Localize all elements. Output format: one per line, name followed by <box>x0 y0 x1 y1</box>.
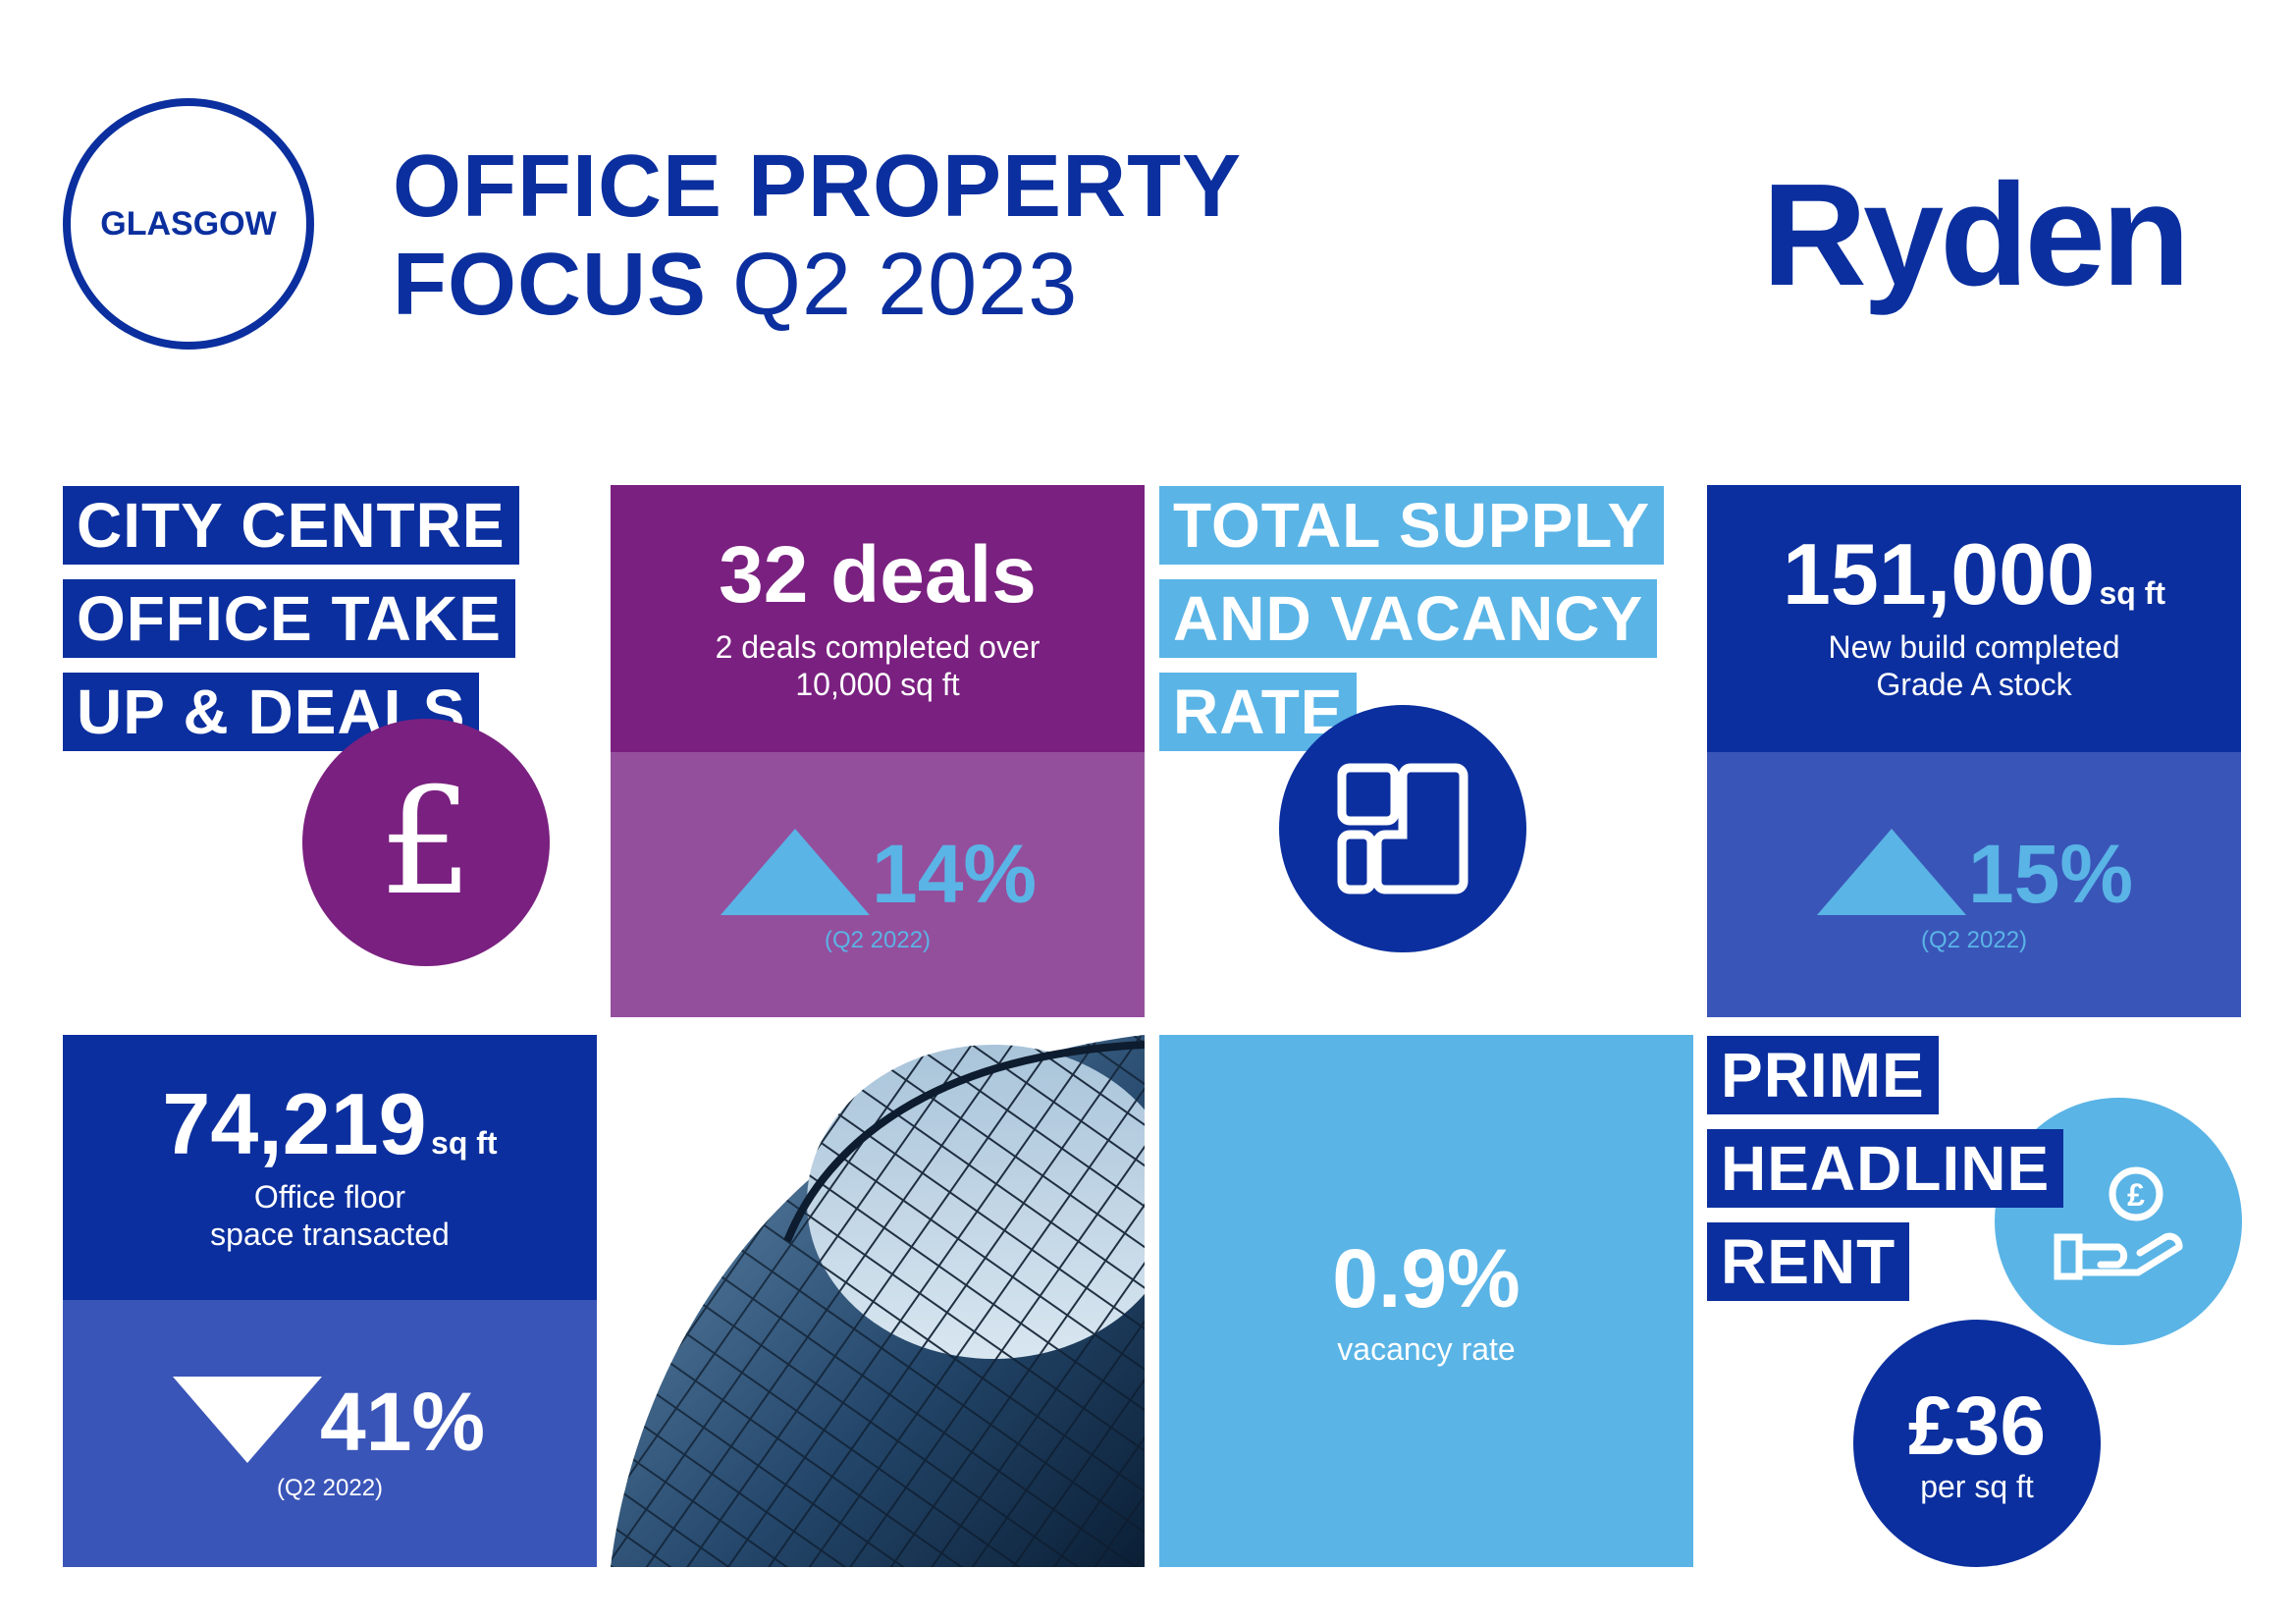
pound-icon: £ <box>302 719 550 966</box>
city-label: GLASGOW <box>100 204 277 243</box>
floorspace-value-row: 74,219 sq ft <box>63 1074 597 1174</box>
deals-panel: 32 deals 2 deals completed over 10,000 s… <box>611 485 1145 752</box>
floorspace-panel: 74,219 sq ft Office floor space transact… <box>63 1035 597 1300</box>
newbuild-unit: sq ft <box>2099 575 2166 611</box>
down-arrow-icon <box>173 1377 322 1463</box>
ryden-logo: Ryden <box>1762 154 2190 316</box>
deals-value: 32 deals <box>719 530 1037 620</box>
newbuild-sub-2: Grade A stock <box>1876 667 2072 702</box>
newbuild-panel: 151,000 sq ft New build completed Grade … <box>1707 485 2241 752</box>
newbuild-change-panel: 15% (Q2 2022) <box>1707 752 2241 1017</box>
vacancy-value: 0.9% <box>1332 1232 1521 1325</box>
newbuild-value-row: 151,000 sq ft <box>1707 524 2241 624</box>
architecture-photo <box>611 1035 1145 1567</box>
rent-value: £36 <box>1907 1380 2047 1472</box>
rent-badge: £36 per sq ft <box>1853 1320 2101 1567</box>
title-line2: FOCUS Q2 2023 <box>393 236 1242 334</box>
takeup-heading-3: UP & DEALS <box>63 673 480 751</box>
up-arrow-icon <box>1817 829 1966 915</box>
rent-heading-1: PRIME <box>1707 1036 1939 1114</box>
floorspace-change-panel: 41% (Q2 2022) <box>63 1300 597 1567</box>
rent-heading-3: RENT <box>1707 1222 1910 1301</box>
page-title: OFFICE PROPERTY FOCUS Q2 2023 <box>393 137 1242 334</box>
floorspace-value: 74,219 <box>162 1075 427 1172</box>
title-quarter: Q2 2023 <box>732 236 1079 334</box>
supply-heading-1: TOTAL SUPPLY <box>1159 486 1665 565</box>
title-line1: OFFICE PROPERTY <box>393 137 1243 236</box>
vacancy-label: vacancy rate <box>1337 1331 1516 1367</box>
floorspace-sub-1: Office floor <box>253 1179 406 1215</box>
deals-sub-1: 2 deals completed over <box>715 629 1041 665</box>
deals-sub-2: 10,000 sq ft <box>795 667 960 702</box>
deals-change: 14% <box>872 828 1038 920</box>
svg-text:£: £ <box>2127 1177 2145 1213</box>
newbuild-sub-1: New build completed <box>1828 629 2120 665</box>
takeup-heading-1: CITY CENTRE <box>63 486 519 565</box>
supply-heading-2: AND VACANCY <box>1159 579 1658 658</box>
newbuild-comparison: (Q2 2022) <box>1920 927 2028 953</box>
deals-comparison: (Q2 2022) <box>824 927 932 953</box>
rent-heading-2: HEADLINE <box>1707 1129 2064 1208</box>
newbuild-value: 151,000 <box>1782 525 2096 623</box>
vacancy-panel: 0.9% vacancy rate <box>1159 1035 1693 1567</box>
newbuild-change: 15% <box>1968 828 2134 920</box>
title-focus: FOCUS <box>393 236 707 334</box>
takeup-heading-2: OFFICE TAKE <box>63 579 515 658</box>
floorspace-change: 41% <box>320 1376 486 1468</box>
deals-change-panel: 14% (Q2 2022) <box>611 752 1145 1017</box>
floorspace-sub-2: space transacted <box>210 1217 450 1252</box>
up-arrow-icon <box>721 829 870 915</box>
rent-unit: per sq ft <box>1920 1469 2034 1504</box>
city-badge: GLASGOW <box>63 98 314 350</box>
floorspace-comparison: (Q2 2022) <box>276 1475 384 1501</box>
floorplan-icon <box>1279 705 1526 952</box>
floorspace-unit: sq ft <box>431 1125 498 1161</box>
